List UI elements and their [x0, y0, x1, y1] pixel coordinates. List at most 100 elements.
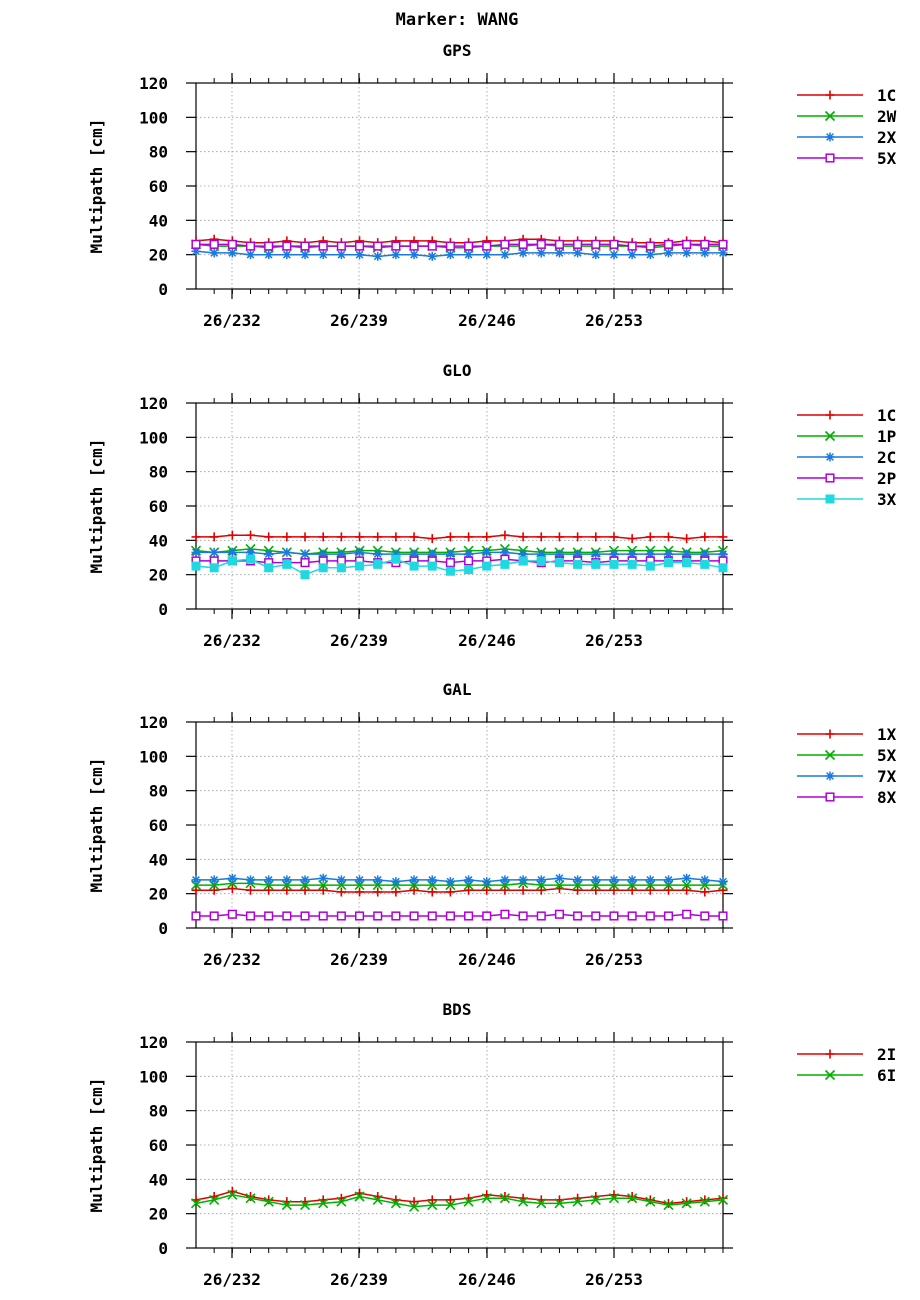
data-point [682, 909, 692, 919]
data-point [700, 559, 710, 569]
data-point [718, 239, 728, 249]
data-point [409, 549, 419, 559]
data-point [263, 1196, 274, 1207]
data-point [682, 1197, 692, 1207]
data-point [281, 1200, 292, 1211]
data-point [700, 887, 710, 897]
legend-marker [824, 430, 836, 442]
data-point [536, 532, 546, 542]
data-point [409, 1197, 419, 1207]
data-point [227, 530, 237, 540]
data-point [372, 1194, 383, 1205]
series-line [196, 882, 723, 886]
data-point [554, 248, 564, 258]
data-point [482, 241, 492, 251]
x-tick-label: 26/232 [203, 631, 261, 650]
data-point [209, 239, 219, 249]
data-point [318, 880, 329, 891]
data-point [391, 911, 401, 921]
data-point [591, 250, 601, 260]
data-point [282, 241, 292, 251]
data-point [354, 1191, 365, 1202]
data-point [700, 248, 710, 258]
data-point [209, 1194, 220, 1205]
data-point [609, 559, 619, 569]
x-tick-label: 26/239 [330, 631, 388, 650]
data-point [482, 250, 492, 260]
data-point [209, 911, 219, 921]
y-tick-label: 40 [149, 211, 168, 230]
data-point [264, 885, 274, 895]
legend-label: 3X [877, 490, 897, 509]
data-point [299, 1200, 311, 1211]
data-point [609, 885, 619, 895]
y-tick-label: 40 [149, 531, 168, 550]
series-bds-6i [190, 1189, 729, 1212]
data-point [391, 241, 401, 251]
y-tick-label: 80 [149, 1102, 168, 1121]
data-point [591, 559, 601, 569]
data-point [409, 241, 419, 251]
data-point [391, 549, 401, 559]
data-point [464, 549, 474, 559]
data-point [318, 563, 328, 573]
data-point [282, 250, 292, 260]
data-point [336, 563, 346, 573]
data-point [573, 875, 583, 885]
data-point [445, 911, 455, 921]
data-point [191, 532, 201, 542]
data-point [645, 549, 655, 559]
data-point [573, 885, 583, 895]
data-point [190, 1198, 202, 1209]
data-point [682, 248, 692, 258]
data-point [336, 241, 346, 251]
data-point [645, 250, 655, 260]
data-point [663, 875, 673, 885]
data-point [282, 532, 292, 542]
data-point [445, 549, 455, 559]
data-point [554, 909, 564, 919]
data-point [355, 875, 365, 885]
legend-glo: 1C 1P 2C 2P 3X [797, 406, 897, 509]
data-point [572, 1196, 583, 1207]
data-point [482, 877, 492, 887]
y-tick-label: 100 [139, 108, 168, 127]
data-point [191, 547, 201, 557]
data-point [373, 251, 383, 261]
data-point [391, 877, 401, 887]
data-point [191, 246, 201, 256]
data-point [391, 554, 401, 564]
y-tick-label: 80 [149, 782, 168, 801]
data-point [336, 1196, 347, 1207]
data-point [663, 1200, 674, 1211]
data-point [518, 556, 528, 566]
data-point [518, 885, 528, 895]
data-point [409, 911, 419, 921]
data-point [445, 1195, 455, 1205]
data-point [663, 1198, 673, 1208]
data-point [373, 559, 383, 569]
data-point [445, 877, 455, 887]
legend-marker [825, 792, 835, 802]
data-point [445, 1200, 456, 1211]
data-point [609, 250, 619, 260]
y-tick-label: 0 [158, 1239, 168, 1258]
data-point [318, 532, 328, 542]
y-tick-label: 80 [149, 143, 168, 162]
data-point [718, 885, 728, 895]
data-point [700, 239, 710, 249]
data-point [355, 532, 365, 542]
data-point [518, 875, 528, 885]
data-point [300, 911, 310, 921]
x-tick-label: 26/239 [330, 311, 388, 330]
legend-label: 2I [877, 1045, 896, 1064]
data-point [554, 549, 564, 559]
panel-gps: GPS 0 20 40 60 80 100 120 26/232 26/239 26/246 26/2… [87, 41, 897, 330]
data-point [282, 547, 292, 557]
data-point [191, 561, 201, 571]
data-point [718, 877, 728, 887]
legend-label: 6I [877, 1066, 896, 1085]
data-point [591, 532, 601, 542]
data-point [518, 532, 528, 542]
